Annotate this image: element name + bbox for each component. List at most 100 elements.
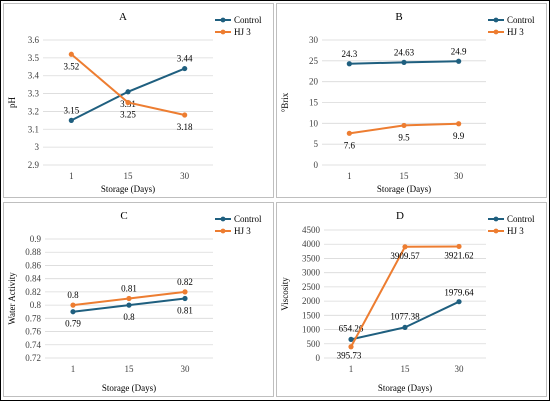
y-tick-label: 0.84 [25, 274, 41, 284]
y-tick-label: 0.8 [30, 300, 42, 310]
data-label: 9.9 [453, 131, 465, 141]
data-point [70, 302, 76, 308]
y-tick-label: 500 [307, 339, 321, 349]
x-tick-label: 15 [400, 171, 410, 181]
legend-entry: HJ 3 [234, 226, 251, 236]
y-tick-label: 5 [314, 139, 319, 149]
y-tick-label: 3.4 [28, 71, 40, 81]
legend-marker [493, 17, 499, 23]
y-tick-label: 10 [309, 118, 319, 128]
legend-entry: Control [507, 15, 535, 25]
panel-border [3, 3, 274, 198]
y-tick-label: 3.5 [28, 53, 40, 63]
chart-title: C [120, 210, 127, 222]
y-axis-label: °Brix [280, 92, 290, 112]
y-tick-label: 2.9 [28, 160, 40, 170]
data-point [125, 99, 131, 106]
x-tick-label: 30 [181, 364, 191, 374]
x-axis-label: Storage (Days) [102, 383, 156, 393]
y-tick-label: 3.2 [28, 106, 39, 116]
x-tick-label: 1 [69, 171, 74, 181]
data-point [126, 302, 132, 308]
data-point [402, 324, 408, 330]
y-tick-label: 3500 [302, 253, 321, 263]
y-axis-label: Viscosity [280, 277, 290, 311]
data-point [68, 51, 74, 57]
data-label: 9.5 [398, 132, 410, 142]
x-tick-label: 1 [71, 364, 76, 374]
data-label: 654.26 [339, 323, 364, 333]
x-axis-label: Storage (Days) [101, 184, 155, 194]
data-label: 0.81 [177, 306, 193, 316]
data-point [126, 295, 132, 302]
panel-c: 0.72 0.74 0.76 0.78 0.8 0.82 0.84 0.86 0.88 0.9 1 1… [3, 202, 274, 397]
legend-marker [220, 228, 226, 234]
y-tick-label: 0.86 [25, 260, 41, 270]
data-label: 1077.38 [390, 311, 420, 321]
x-tick-label: 15 [401, 364, 411, 374]
data-point [348, 336, 354, 342]
data-label: 0.79 [65, 319, 81, 329]
data-point [456, 299, 462, 305]
y-tick-label: 3.3 [28, 89, 40, 99]
data-label: 3.25 [120, 110, 136, 120]
legend-entry: HJ 3 [234, 27, 251, 37]
data-label: 1979.64 [444, 288, 474, 298]
y-tick-label: 25 [309, 56, 319, 66]
y-tick-label: 0.82 [25, 287, 41, 297]
data-point [402, 244, 408, 250]
data-label: 3.52 [63, 61, 79, 71]
y-tick-label: 1000 [302, 325, 321, 335]
data-label: 3.15 [63, 105, 79, 115]
x-axis-label: Storage (Days) [378, 383, 432, 393]
data-point [125, 89, 131, 95]
y-tick-label: 0.9 [30, 234, 42, 244]
data-label: 3.18 [177, 122, 193, 132]
legend-entry: HJ 3 [507, 226, 524, 236]
y-axis-label: Water Activity [7, 272, 17, 325]
y-tick-label: 0.74 [25, 340, 41, 350]
legend-entry: Control [234, 214, 262, 224]
y-tick-label: 15 [309, 98, 319, 108]
data-point [401, 59, 407, 65]
data-label: 395.73 [337, 351, 362, 361]
y-tick-label: 0 [316, 353, 321, 363]
y-tick-label: 1500 [302, 310, 321, 320]
panel-border [3, 202, 274, 397]
x-tick-label: 1 [347, 171, 352, 181]
data-label: 7.6 [344, 140, 356, 150]
y-tick-label: 3000 [302, 268, 321, 278]
chart-title: D [396, 210, 404, 222]
chart-b: 0 5 10 15 20 25 30 1 15 30 B Storage (Days) °Brix 24.… [276, 3, 547, 198]
data-label: 24.63 [394, 47, 415, 57]
y-tick-label: 2500 [302, 282, 321, 292]
y-axis-label: pH [7, 97, 17, 109]
x-tick-label: 30 [454, 171, 464, 181]
data-point [182, 289, 188, 295]
data-point [401, 122, 407, 129]
chart-a: 2.9 3 3.1 3.2 3.3 3.4 3.5 3.6 1 15 30 A Storage (Day… [3, 3, 274, 198]
data-point [456, 243, 462, 250]
data-point [346, 130, 352, 136]
chart-title: A [119, 11, 127, 23]
y-tick-label: 4500 [302, 225, 321, 235]
y-tick-label: 0.76 [25, 327, 41, 337]
legend-entry: Control [507, 214, 535, 224]
y-tick-label: 3.1 [28, 124, 39, 134]
y-tick-label: 0 [314, 160, 319, 170]
x-axis-label: Storage (Days) [377, 184, 431, 194]
y-tick-label: 3.6 [28, 35, 40, 45]
data-point [348, 344, 354, 350]
data-point [70, 309, 76, 315]
legend-marker [493, 228, 499, 234]
chart-c: 0.72 0.74 0.76 0.78 0.8 0.82 0.84 0.86 0.88 0.9 1 1… [3, 202, 274, 397]
y-tick-label: 0.72 [25, 353, 41, 363]
data-point [182, 295, 188, 302]
data-point [456, 121, 462, 127]
data-label: 3.44 [177, 54, 193, 64]
data-label: 0.8 [67, 290, 79, 300]
legend-entry: Control [234, 15, 262, 25]
chart-title: B [395, 11, 402, 23]
y-tick-label: 3 [35, 142, 40, 152]
panel-a: 2.9 3 3.1 3.2 3.3 3.4 3.5 3.6 1 15 30 A Storage (Day… [3, 3, 274, 198]
